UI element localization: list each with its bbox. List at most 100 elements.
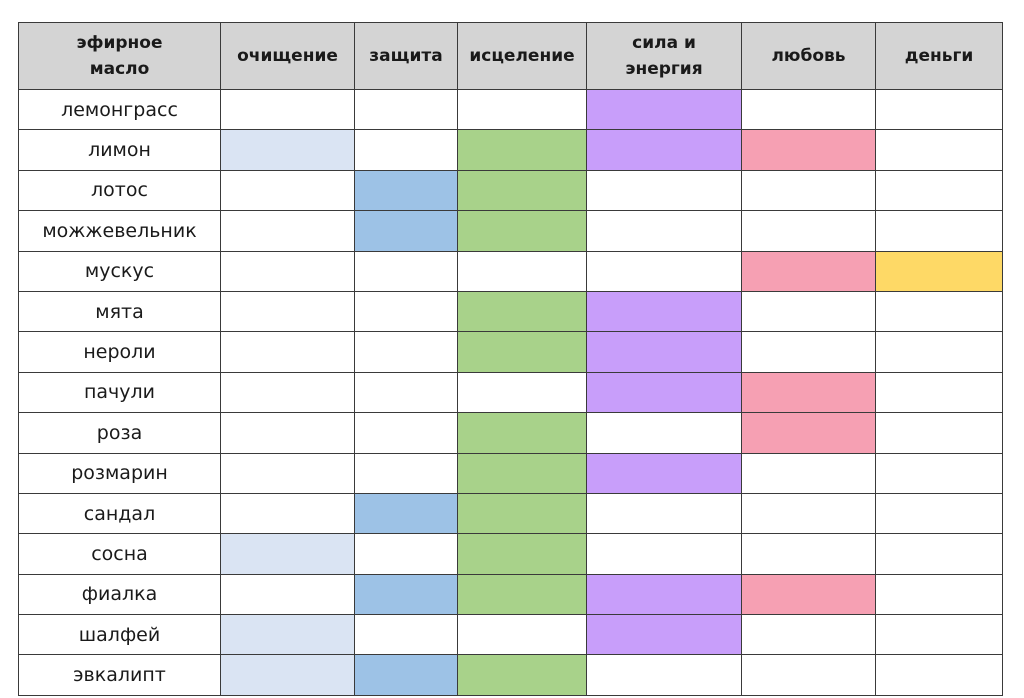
cell-love [741,290,876,333]
oil-name-cell: фиалка [18,573,221,616]
cell-protection [354,250,458,292]
cell-cleansing [220,533,355,575]
table-row: мускус [18,250,1003,292]
cell-cleansing [220,129,355,171]
oil-name-cell: нероли [18,331,221,373]
oil-name-cell: пачули [18,371,221,414]
cell-cleansing [220,614,355,656]
cell-money [875,88,1003,131]
table-row: нероли [18,331,1003,373]
table-row: лимон [18,129,1003,171]
cell-power [586,88,742,131]
oil-name-cell: розмарин [18,452,221,494]
oil-name-cell: мята [18,290,221,333]
oil-name-cell: сосна [18,533,221,575]
cell-healing [457,533,587,575]
table-row: эвкалипт [18,654,1003,696]
table-row: розмарин [18,452,1003,494]
cell-love [741,210,876,252]
cell-healing [457,654,587,696]
oil-name-cell: шалфей [18,614,221,656]
cell-power [586,129,742,171]
cell-money [875,412,1003,454]
cell-money [875,290,1003,333]
cell-cleansing [220,412,355,454]
cell-power [586,573,742,616]
oil-name-cell: мускус [18,250,221,292]
cell-protection [354,614,458,656]
cell-healing [457,614,587,656]
cell-money [875,654,1003,696]
cell-love [741,88,876,131]
cell-money [875,371,1003,414]
oil-properties-table: эфирное масло очищение защита исцеление … [18,22,1003,696]
cell-protection [354,412,458,454]
cell-money [875,573,1003,616]
cell-protection [354,452,458,494]
header-love: любовь [741,22,876,90]
oil-name-cell: лемонграсс [18,88,221,131]
cell-money [875,492,1003,535]
cell-protection [354,129,458,171]
table-row: фиалка [18,573,1003,616]
cell-power [586,654,742,696]
oil-name-cell: лотос [18,169,221,212]
cell-protection [354,533,458,575]
cell-love [741,169,876,212]
cell-protection [354,371,458,414]
cell-love [741,614,876,656]
cell-healing [457,250,587,292]
cell-healing [457,452,587,494]
cell-power [586,533,742,575]
cell-love [741,129,876,171]
cell-love [741,250,876,292]
cell-cleansing [220,654,355,696]
oil-name-cell: эвкалипт [18,654,221,696]
table-row: шалфей [18,614,1003,656]
table-row: лемонграсс [18,88,1003,131]
cell-power [586,371,742,414]
header-cleansing: очищение [220,22,355,90]
cell-healing [457,169,587,212]
cell-money [875,210,1003,252]
cell-protection [354,331,458,373]
header-row: эфирное масло очищение защита исцеление … [18,22,1003,90]
cell-protection [354,169,458,212]
cell-healing [457,88,587,131]
cell-money [875,169,1003,212]
cell-power [586,331,742,373]
cell-power [586,250,742,292]
cell-power [586,169,742,212]
oil-name-cell: лимон [18,129,221,171]
cell-cleansing [220,331,355,373]
table-row: сосна [18,533,1003,575]
cell-protection [354,88,458,131]
cell-power [586,614,742,656]
cell-money [875,250,1003,292]
cell-cleansing [220,290,355,333]
header-oil: эфирное масло [18,22,221,90]
cell-money [875,533,1003,575]
cell-cleansing [220,250,355,292]
cell-protection [354,492,458,535]
cell-cleansing [220,573,355,616]
cell-cleansing [220,88,355,131]
table-row: пачули [18,371,1003,414]
cell-love [741,533,876,575]
table-row: мята [18,290,1003,333]
cell-power [586,452,742,494]
cell-healing [457,210,587,252]
cell-money [875,452,1003,494]
cell-healing [457,290,587,333]
cell-power [586,492,742,535]
cell-healing [457,129,587,171]
cell-cleansing [220,371,355,414]
cell-power [586,210,742,252]
cell-protection [354,290,458,333]
table-row: лотос [18,169,1003,212]
cell-love [741,412,876,454]
table-row: можжевельник [18,210,1003,252]
oil-name-cell: сандал [18,492,221,535]
table-row: сандал [18,492,1003,535]
cell-love [741,452,876,494]
